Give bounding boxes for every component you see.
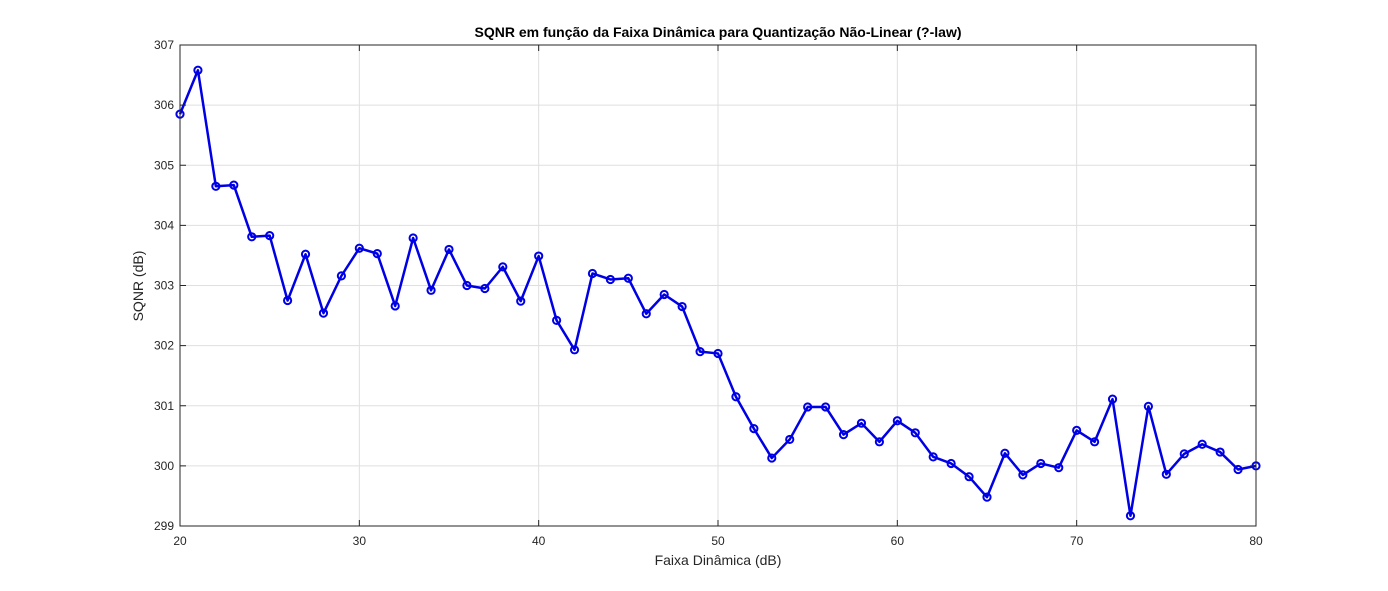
x-tick-label: 70: [1070, 534, 1084, 548]
data-point: [1143, 401, 1154, 411]
data-point: [265, 230, 275, 241]
data-point: [677, 301, 687, 312]
data-point: [821, 402, 831, 412]
data-point: [247, 232, 257, 242]
data-point: [193, 65, 203, 75]
data-point: [659, 289, 669, 300]
data-point: [605, 274, 616, 285]
data-point: [785, 434, 795, 445]
y-tick-label: 305: [154, 158, 174, 172]
series-line: [178, 69, 1257, 518]
data-point: [641, 309, 651, 319]
data-point: [318, 308, 329, 318]
data-point: [211, 181, 221, 191]
data-point: [982, 492, 992, 502]
y-tick-label: 299: [154, 519, 174, 533]
data-point: [964, 472, 974, 482]
data-point: [803, 402, 813, 412]
x-tick-label: 60: [891, 534, 905, 548]
data-point: [1179, 449, 1189, 459]
y-tick-label: 304: [154, 218, 174, 232]
data-point: [1090, 437, 1100, 447]
data-point: [498, 262, 508, 272]
x-tick-label: 30: [353, 534, 367, 548]
data-point: [354, 243, 364, 253]
y-tick-label: 307: [154, 38, 174, 52]
data-point: [1215, 447, 1225, 457]
ticks: 20 30 40 50 60 70 80 299 300 301 302 303 304 305 306 30…: [154, 38, 1263, 548]
data-point: [390, 301, 400, 311]
data-point: [1125, 511, 1136, 521]
data-point: [587, 268, 598, 279]
x-tick-label: 20: [173, 534, 187, 548]
data-point: [1161, 469, 1171, 479]
y-tick-label: 300: [154, 459, 174, 473]
data-point: [838, 430, 849, 440]
data-point: [910, 428, 920, 438]
data-point: [372, 249, 382, 259]
y-tick-label: 306: [154, 98, 174, 112]
data-point: [229, 180, 239, 190]
data-point: [1107, 394, 1118, 404]
data-point: [283, 295, 293, 306]
data-point: [1233, 464, 1243, 475]
data-point: [731, 392, 741, 402]
data-point: [695, 347, 705, 357]
x-tick-label: 50: [711, 534, 725, 548]
data-point: [1036, 458, 1046, 469]
y-axis-label: SQNR (dB): [130, 251, 146, 322]
data-point: [767, 453, 777, 463]
data-point: [462, 280, 472, 291]
data-point: [569, 345, 580, 355]
data-point: [1072, 425, 1082, 436]
data-point: [928, 452, 938, 462]
series-layer: [175, 65, 1261, 521]
data-point: [426, 285, 436, 295]
data-point: [1000, 448, 1010, 458]
x-tick-label: 80: [1249, 534, 1263, 548]
data-point: [1054, 463, 1064, 473]
data-point: [892, 416, 902, 426]
data-point: [516, 296, 526, 306]
data-point: [534, 251, 544, 261]
data-point: [946, 458, 956, 469]
data-point: [623, 273, 633, 283]
data-point: [749, 423, 759, 434]
x-axis-label: Faixa Dinâmica (dB): [655, 552, 782, 568]
data-point: [300, 249, 311, 259]
data-point: [444, 244, 454, 255]
chart-title: SQNR em função da Faixa Dinâmica para Qu…: [474, 24, 961, 40]
data-point: [552, 315, 562, 325]
data-point: [480, 283, 490, 294]
y-tick-label: 303: [154, 279, 174, 293]
data-point: [1018, 470, 1028, 480]
data-point: [408, 233, 418, 243]
data-point: [1197, 439, 1207, 449]
data-point: [336, 271, 346, 281]
y-tick-label: 301: [154, 399, 174, 413]
data-point: [713, 348, 723, 359]
data-point: [874, 437, 885, 447]
x-tick-label: 40: [532, 534, 546, 548]
data-point: [856, 418, 867, 428]
y-tick-label: 302: [154, 339, 174, 353]
